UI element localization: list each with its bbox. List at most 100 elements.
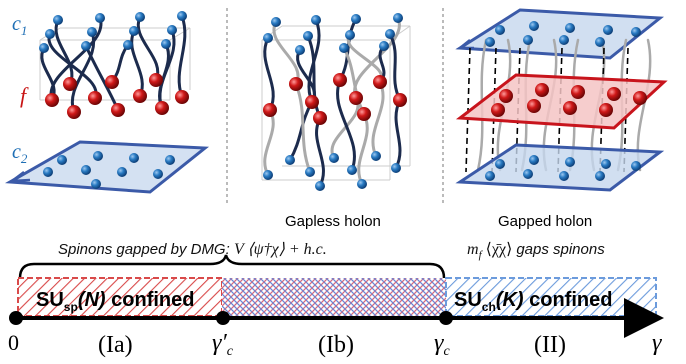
label-c2: c2 — [12, 141, 28, 166]
f-site — [357, 107, 371, 121]
f-site — [289, 77, 303, 91]
c-site — [311, 15, 321, 25]
f-site — [67, 105, 81, 119]
right-c1-plane — [455, 8, 664, 60]
c-site — [81, 41, 91, 51]
c-site — [559, 171, 569, 181]
point-origin — [9, 311, 23, 325]
c-site — [371, 151, 381, 161]
c-site — [135, 12, 145, 22]
f-site — [175, 90, 189, 104]
c-site — [631, 27, 641, 37]
strand — [272, 20, 300, 86]
c-site — [117, 167, 127, 177]
c-site — [495, 159, 505, 169]
c-site — [167, 25, 177, 35]
strand — [315, 116, 325, 188]
c-site — [595, 171, 605, 181]
f-site — [373, 75, 387, 89]
tick-origin: 0 — [8, 330, 19, 355]
f-site — [571, 85, 585, 99]
c-site — [485, 37, 495, 47]
f-site — [535, 83, 549, 97]
strand — [177, 14, 187, 99]
c-site — [295, 45, 305, 55]
f-site — [133, 89, 147, 103]
c-site — [57, 155, 67, 165]
f-site — [491, 103, 505, 117]
c-site — [53, 15, 63, 25]
c-site — [339, 43, 349, 53]
c-site — [357, 179, 367, 189]
c-site — [271, 17, 281, 27]
tick-gamma-c: γc — [434, 330, 450, 359]
f-site — [333, 73, 347, 87]
c-site — [303, 31, 313, 41]
c-site — [129, 26, 139, 36]
strand — [371, 80, 385, 158]
c-site — [315, 181, 325, 191]
c-site — [345, 30, 355, 40]
c-site — [161, 39, 171, 49]
su-sp-label: SUsp(N) confined — [36, 289, 194, 314]
su-ch-label: SUch(K) confined — [454, 289, 612, 314]
dmg-annotation: Spinons gapped by DMG: V ⟨ψ†χ⟩ + h.c. — [58, 241, 327, 258]
c-site — [523, 169, 533, 179]
f-site — [393, 93, 407, 107]
f-site — [45, 93, 59, 107]
label-c1: c1 — [12, 13, 27, 38]
f-site — [88, 91, 102, 105]
c-site — [393, 13, 403, 23]
strand — [49, 16, 103, 102]
strand — [70, 30, 96, 114]
c-site — [495, 25, 505, 35]
strand — [136, 15, 160, 82]
right-panel-layers — [455, 8, 668, 192]
f-site — [527, 99, 541, 113]
c-site — [165, 155, 175, 165]
c-site — [601, 159, 611, 169]
c-site — [351, 14, 361, 24]
f-site — [633, 91, 647, 105]
strand — [263, 36, 275, 112]
strand — [394, 98, 402, 170]
caption-gapless-holon: Gapless holon — [285, 213, 381, 230]
f-site — [305, 95, 319, 109]
c-site — [565, 157, 575, 167]
c-site — [565, 23, 575, 33]
c-site — [595, 37, 605, 47]
c-site — [391, 163, 401, 173]
c-site — [559, 35, 569, 45]
mf-annotation: mf ⟨χ̄χ⟩ gaps spinons — [467, 241, 605, 261]
c-site — [39, 43, 49, 53]
c-site — [93, 151, 103, 161]
c-site — [285, 155, 295, 165]
axis-gamma: γ — [652, 330, 662, 356]
c-site — [87, 27, 97, 37]
f-site — [607, 87, 621, 101]
c-site — [177, 11, 187, 21]
c-site — [631, 161, 641, 171]
phase-Ia: (Ia) — [98, 332, 133, 358]
strand — [357, 112, 369, 186]
c-site — [485, 171, 495, 181]
point-gamma-c — [439, 311, 453, 325]
tick-gamma-c-prime: γ′c — [212, 330, 234, 359]
phase-II: (II) — [534, 332, 566, 358]
c-site — [529, 21, 539, 31]
label-f: f — [20, 83, 29, 108]
c-site — [529, 155, 539, 165]
strand — [54, 18, 74, 86]
f-site — [105, 75, 119, 89]
strand — [263, 108, 275, 177]
c-site — [123, 40, 133, 50]
f-site — [599, 103, 613, 117]
f-site — [155, 101, 169, 115]
c-site — [305, 167, 315, 177]
f-site — [263, 103, 277, 117]
point-gamma-c-prime — [216, 311, 230, 325]
f-site — [149, 73, 163, 87]
strand — [336, 78, 356, 172]
strand — [294, 82, 312, 174]
left-c2-plane — [4, 140, 210, 194]
